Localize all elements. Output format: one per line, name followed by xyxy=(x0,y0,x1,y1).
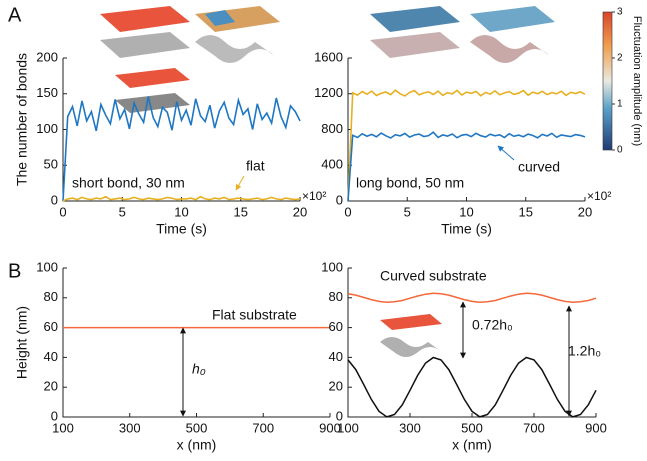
annotation: curved xyxy=(518,159,560,175)
colorbar-tick-label: 3 xyxy=(617,7,623,18)
series-line xyxy=(347,292,597,304)
y-tick-label: 0 xyxy=(336,408,343,423)
y-tick-label: 150 xyxy=(36,85,58,100)
y-tick-label: 0 xyxy=(51,408,58,423)
x-tick-label: 5 xyxy=(404,204,411,219)
annotation-arrow xyxy=(497,145,515,161)
y-tick-label: 100 xyxy=(36,259,58,274)
y-tick-label: 80 xyxy=(329,289,343,304)
y-tick-label: 60 xyxy=(329,319,343,334)
y-tick-label: 1600 xyxy=(314,49,343,64)
x-tick-label: 0 xyxy=(344,204,351,219)
annotation: h₀ xyxy=(192,361,206,377)
x-tick-label: 500 xyxy=(461,420,483,435)
inset-images xyxy=(100,6,555,357)
y-tick-label: 80 xyxy=(44,289,58,304)
annotation: 1.2h₀ xyxy=(568,343,601,359)
y-axis-label: The number of bonds xyxy=(14,53,30,186)
series-line xyxy=(62,96,301,202)
x-tick-label: 10 xyxy=(174,204,188,219)
x-tick-label: 15 xyxy=(519,204,533,219)
colorbar-label: Fluctuation amplitude (nm) xyxy=(631,16,643,146)
x-tick-label: 300 xyxy=(399,420,421,435)
x-tick-label: 900 xyxy=(585,420,607,435)
y-tick-label: 800 xyxy=(321,121,343,136)
x-axis-label: Time (s) xyxy=(441,221,492,237)
x-multiplier: ×10² xyxy=(302,189,326,203)
x-tick-label: 700 xyxy=(252,420,274,435)
x-tick-label: 5 xyxy=(119,204,126,219)
annotation: short bond, 30 nm xyxy=(72,175,185,191)
panel-label: A xyxy=(8,4,22,26)
x-tick-label: 900 xyxy=(319,420,341,435)
x-tick-label: 15 xyxy=(234,204,248,219)
y-tick-label: 200 xyxy=(36,49,58,64)
annotation: flat xyxy=(246,158,265,174)
x-tick-label: 700 xyxy=(523,420,545,435)
series-line xyxy=(347,356,597,418)
x-axis-label: Time (s) xyxy=(156,221,207,237)
x-tick-label: 20 xyxy=(293,204,307,219)
annotation-arrow xyxy=(235,175,245,191)
annotation: Flat substrate xyxy=(212,307,297,323)
y-tick-label: 40 xyxy=(44,349,58,364)
axes xyxy=(62,268,330,418)
y-tick-label: 40 xyxy=(329,349,343,364)
annotation: 0.72h₀ xyxy=(472,317,513,333)
series-line xyxy=(347,131,586,202)
colorbar-tick-label: 1 xyxy=(617,99,623,110)
annotation: Curved substrate xyxy=(380,268,487,284)
x-axis-label: x (nm) xyxy=(177,437,217,453)
x-tick-label: 10 xyxy=(459,204,473,219)
y-tick-label: 60 xyxy=(44,319,58,334)
colorbar xyxy=(602,11,613,151)
annotation: long bond, 50 nm xyxy=(356,175,464,191)
x-tick-label: 100 xyxy=(52,420,74,435)
y-tick-label: 400 xyxy=(321,157,343,172)
y-axis-label: Height (nm) xyxy=(14,306,30,379)
x-tick-label: 500 xyxy=(186,420,208,435)
colorbar-tick-label: 0 xyxy=(617,145,623,156)
y-tick-label: 20 xyxy=(329,379,343,394)
y-tick-label: 100 xyxy=(321,259,343,274)
panel-label: B xyxy=(8,260,21,282)
y-tick-label: 0 xyxy=(336,192,343,207)
colorbar-tick-label: 2 xyxy=(617,53,623,64)
x-tick-label: 0 xyxy=(59,204,66,219)
series-line xyxy=(347,89,586,202)
x-axis-label: x (nm) xyxy=(452,437,492,453)
y-tick-label: 20 xyxy=(44,379,58,394)
x-tick-label: 300 xyxy=(119,420,141,435)
y-tick-label: 1200 xyxy=(314,85,343,100)
y-tick-label: 0 xyxy=(51,192,58,207)
series-line xyxy=(62,195,301,202)
y-tick-label: 100 xyxy=(36,121,58,136)
x-tick-label: 100 xyxy=(337,420,359,435)
x-multiplier: ×10² xyxy=(587,189,611,203)
x-tick-label: 20 xyxy=(578,204,592,219)
y-tick-label: 50 xyxy=(44,157,58,172)
